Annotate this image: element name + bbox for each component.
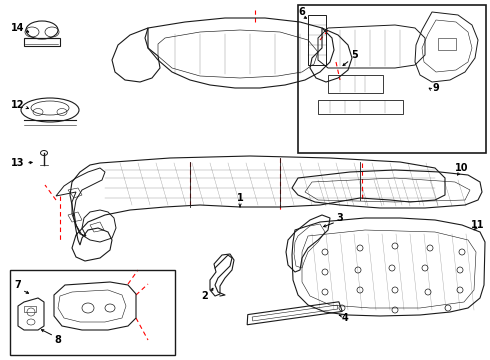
Text: 8: 8 bbox=[54, 335, 61, 345]
Bar bbox=[24, 38, 60, 46]
Text: 14: 14 bbox=[11, 23, 25, 33]
Text: 4: 4 bbox=[342, 313, 348, 323]
Text: 9: 9 bbox=[433, 83, 440, 93]
Text: 5: 5 bbox=[352, 50, 358, 60]
Bar bbox=[328, 75, 383, 93]
Bar bbox=[10, 270, 175, 355]
Text: 7: 7 bbox=[15, 280, 22, 290]
Text: 6: 6 bbox=[298, 7, 305, 17]
Text: 13: 13 bbox=[11, 158, 25, 168]
Text: 1: 1 bbox=[237, 193, 244, 203]
Bar bbox=[298, 5, 486, 153]
Bar bbox=[308, 15, 326, 65]
Bar bbox=[24, 306, 36, 312]
Text: 10: 10 bbox=[455, 163, 469, 173]
Text: 3: 3 bbox=[337, 213, 343, 223]
Text: 2: 2 bbox=[201, 291, 208, 301]
Text: 11: 11 bbox=[471, 220, 485, 230]
Text: 12: 12 bbox=[11, 100, 25, 110]
Bar bbox=[318, 100, 403, 114]
Bar bbox=[438, 38, 456, 50]
